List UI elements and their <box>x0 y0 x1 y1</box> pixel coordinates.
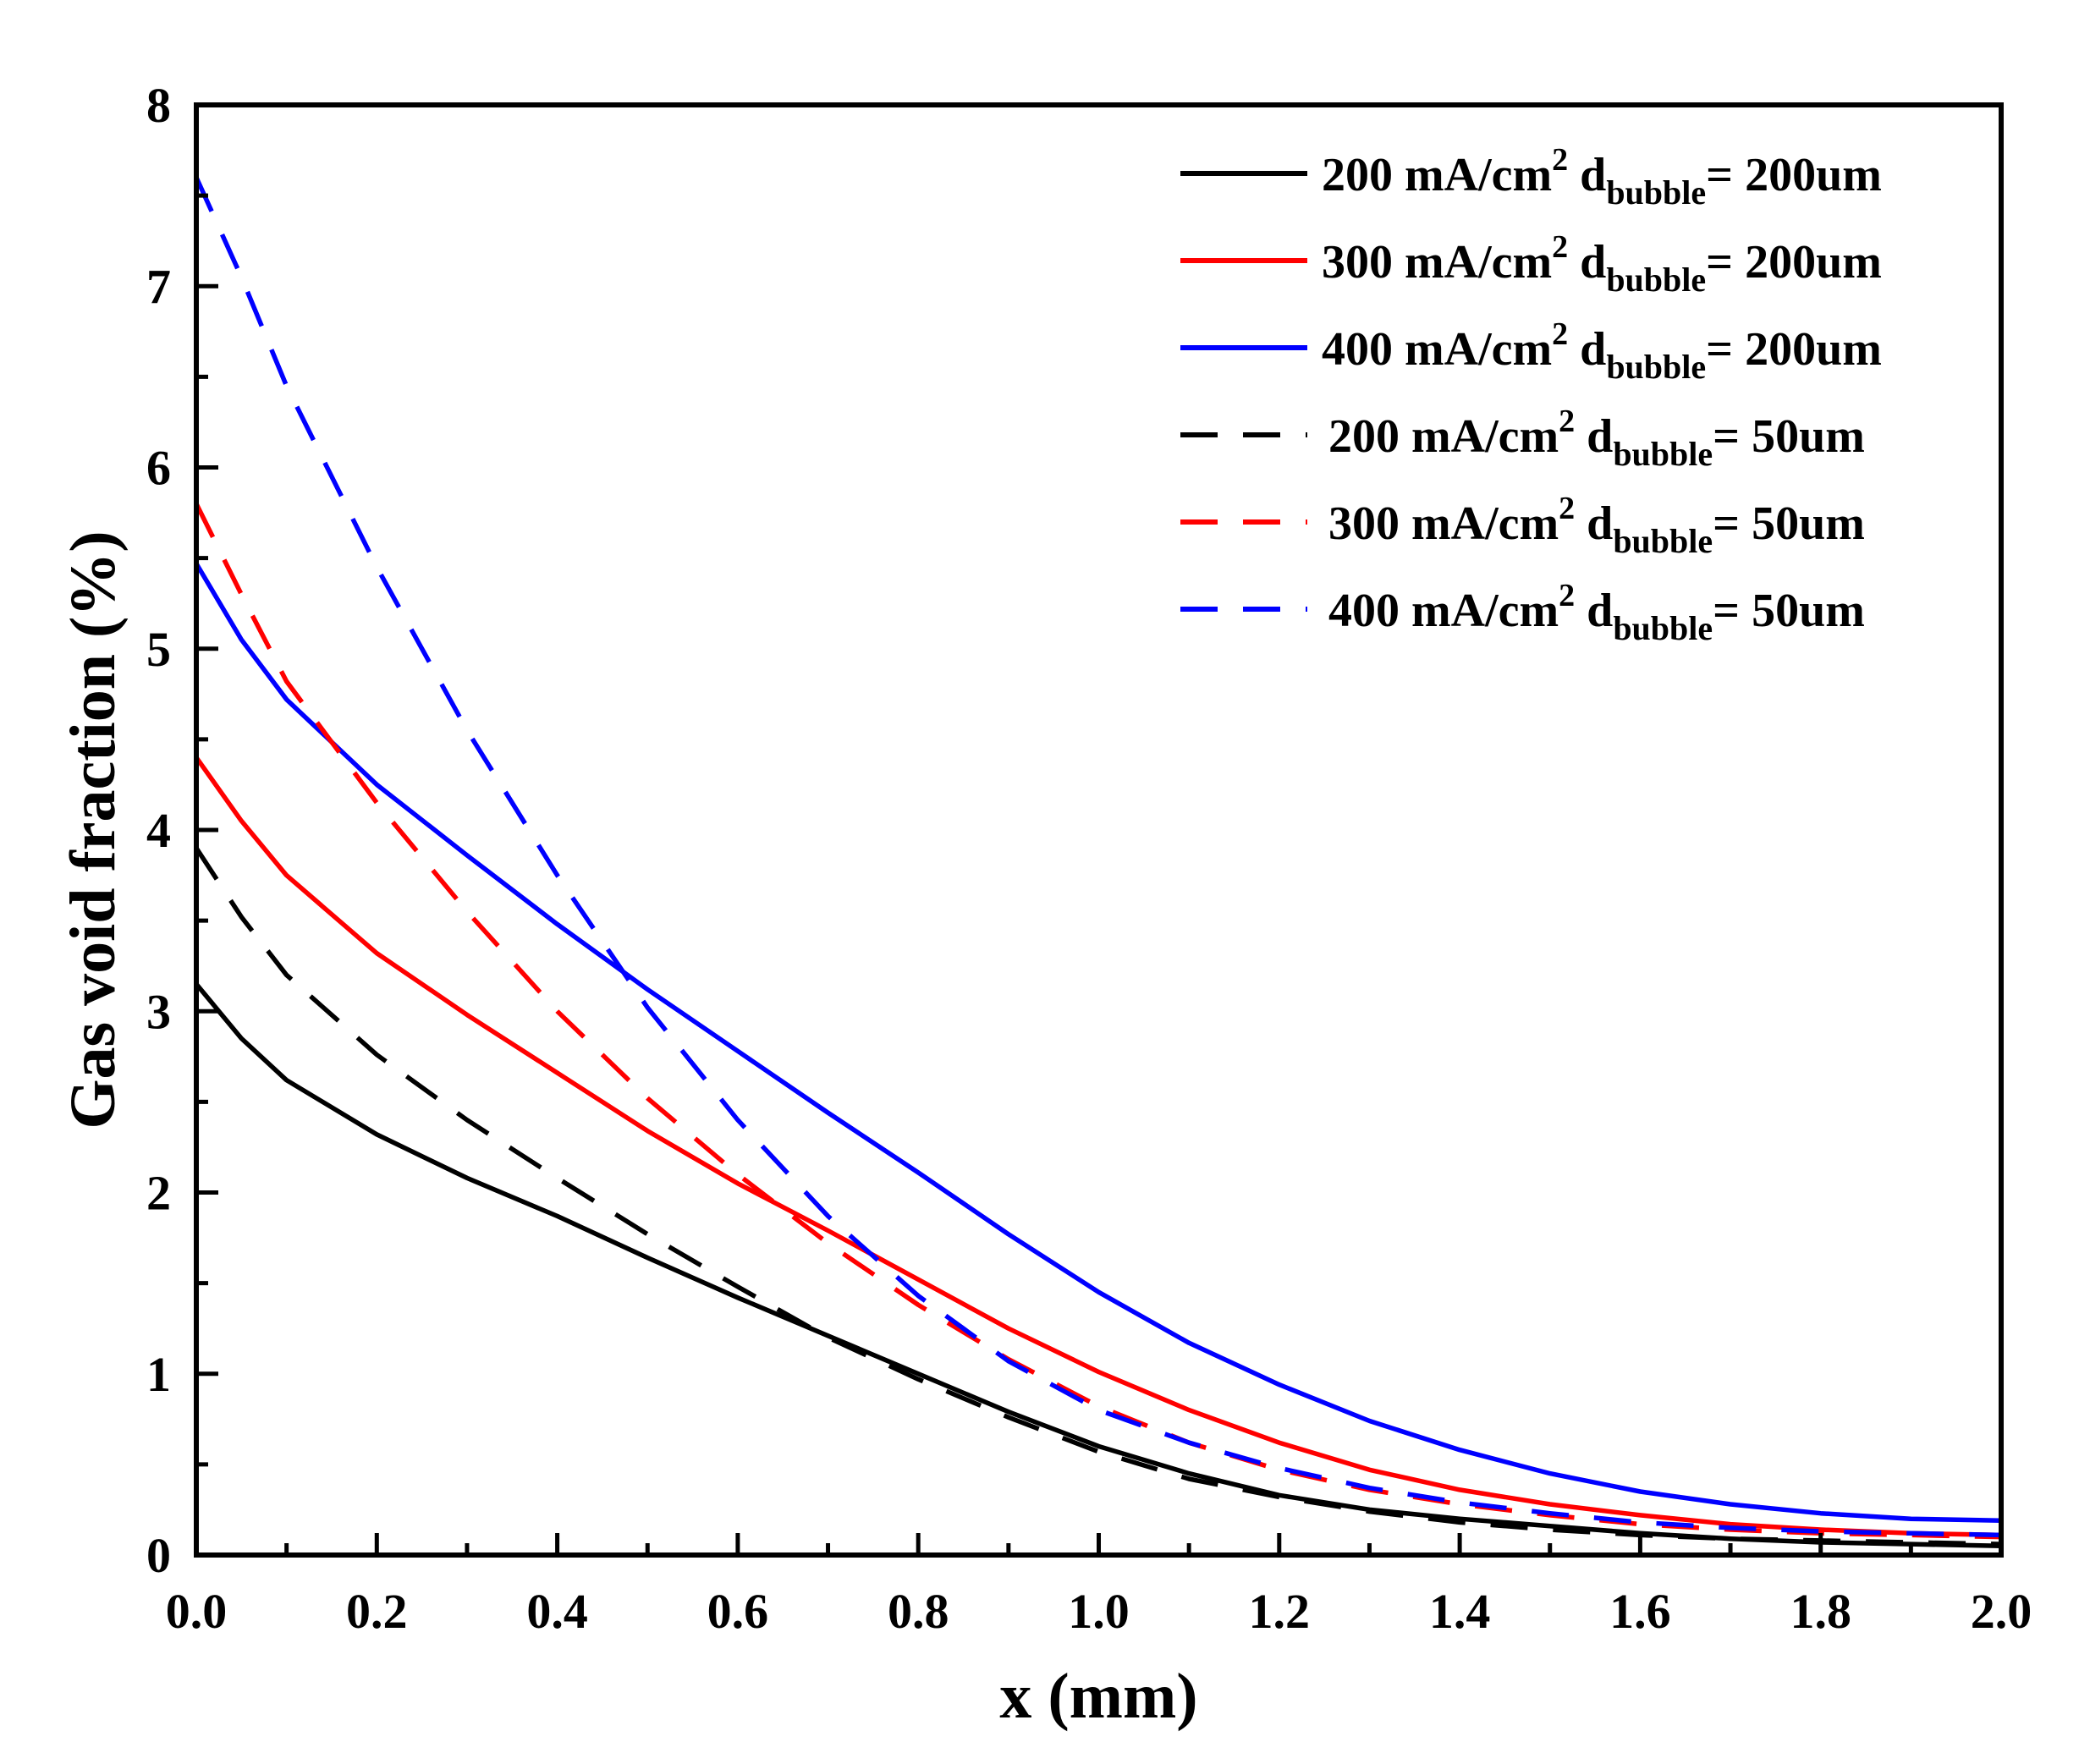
legend-label-4: 200 mA/cm2 dbubble= 50um <box>1328 404 1865 473</box>
series-line-6 <box>194 176 2002 1538</box>
x-tick-label: 0.6 <box>707 1584 769 1639</box>
y-tick-label: 2 <box>146 1166 171 1221</box>
y-tick-label: 1 <box>146 1347 171 1402</box>
legend-label-3: 400 mA/cm2 dbubble= 200um <box>1322 316 1882 386</box>
y-tick-label: 7 <box>146 259 171 314</box>
legend-label-1: 200 mA/cm2 dbubble= 200um <box>1322 142 1882 212</box>
y-tick-label: 5 <box>146 622 171 677</box>
legend-label-6: 400 mA/cm2 dbubble= 50um <box>1328 578 1865 647</box>
x-tick-label: 2.0 <box>1971 1584 2032 1639</box>
y-tick-label: 8 <box>146 78 171 133</box>
series-line-3 <box>194 562 2002 1524</box>
series-line-2 <box>194 756 2002 1538</box>
legend-label-5: 300 mA/cm2 dbubble= 50um <box>1328 491 1865 560</box>
series-line-4 <box>194 846 2002 1547</box>
legend: 200 mA/cm2 dbubble= 200um 300 mA/cm2 dbub… <box>1180 142 1882 647</box>
axes: 0.0 0.2 0.4 0.6 0.8 1.0 1.2 1.4 1.6 1.8 2.0 0 1 2 3 4 5 6… <box>146 78 2032 1639</box>
x-tick-label: 1.8 <box>1790 1584 1851 1639</box>
x-tick-label: 0.8 <box>888 1584 949 1639</box>
x-axis-title: x (mm) <box>999 1661 1197 1732</box>
x-tick-label: 0.2 <box>346 1584 408 1639</box>
y-tick-label: 4 <box>146 803 171 858</box>
y-tick-label: 6 <box>146 441 171 496</box>
y-axis-title: Gas void fraction (%) <box>58 530 129 1129</box>
legend-label-2: 300 mA/cm2 dbubble= 200um <box>1322 229 1882 299</box>
x-tick-label: 0.0 <box>166 1584 228 1639</box>
x-tick-label: 0.4 <box>526 1584 588 1639</box>
x-tick-label: 1.6 <box>1609 1584 1671 1639</box>
y-tick-label: 3 <box>146 984 171 1039</box>
x-tick-label: 1.0 <box>1068 1584 1130 1639</box>
x-tick-label: 1.2 <box>1249 1584 1311 1639</box>
y-tick-label: 0 <box>146 1528 171 1583</box>
x-tick-label: 1.4 <box>1429 1584 1491 1639</box>
series-layer <box>194 176 2002 1549</box>
